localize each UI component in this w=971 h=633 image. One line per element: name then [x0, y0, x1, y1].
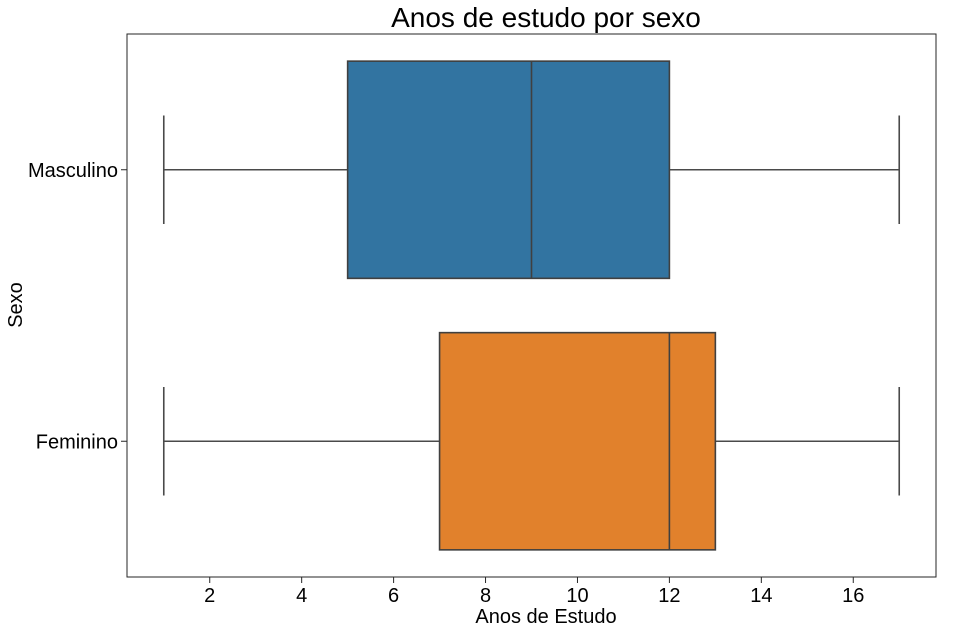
y-tick-label: Feminino — [36, 431, 118, 453]
chart-title: Anos de estudo por sexo — [391, 2, 701, 33]
x-tick-label: 10 — [566, 585, 588, 607]
x-ticks-group: 2 4 6 8 10 12 14 16 — [204, 577, 864, 607]
x-tick-label: 4 — [296, 585, 307, 607]
y-tick-label: Masculino — [28, 160, 118, 182]
box-masculino — [162, 60, 901, 280]
y-axis-label: Sexo — [5, 282, 27, 328]
box-feminino — [162, 331, 901, 551]
plot-frame — [126, 33, 937, 578]
boxes-group — [162, 60, 901, 551]
iqr-box-feminino — [438, 331, 717, 551]
x-tick-label: 6 — [388, 585, 399, 607]
x-tick-label: 16 — [842, 585, 864, 607]
x-tick-label: 12 — [658, 585, 680, 607]
x-axis-label: Anos de Estudo — [475, 606, 616, 628]
x-tick-label: 2 — [204, 585, 215, 607]
x-tick-label: 8 — [480, 585, 491, 607]
iqr-box-masculino — [346, 60, 671, 280]
y-ticks-group: Masculino Feminino — [28, 160, 127, 453]
x-tick-label: 14 — [750, 585, 772, 607]
